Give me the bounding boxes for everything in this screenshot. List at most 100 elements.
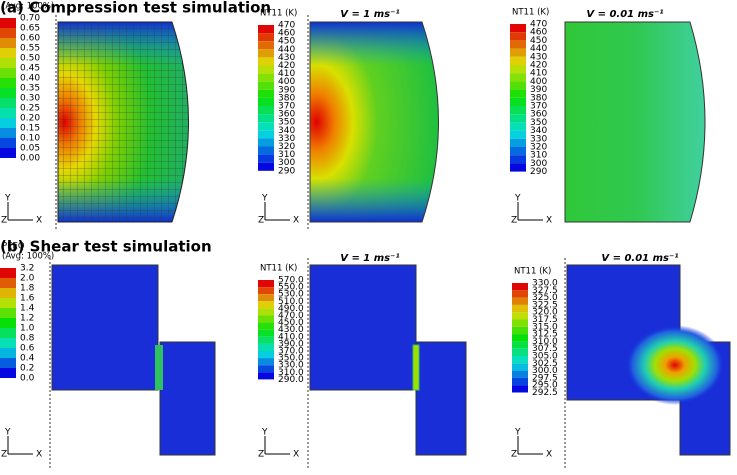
- legend-swatch: [0, 278, 16, 288]
- legend-swatch: [512, 377, 528, 386]
- legend-swatch: [0, 148, 16, 158]
- legend-swatch: [0, 328, 16, 338]
- legend-value: 530.0: [278, 290, 304, 300]
- legend-value: 350.0: [278, 354, 304, 364]
- legend-swatch: [512, 334, 528, 342]
- legend-swatch: [0, 28, 16, 38]
- legend-swatch: [0, 358, 16, 368]
- legend-value: 420: [278, 61, 295, 71]
- triad-label: X: [293, 216, 299, 226]
- legend-value: 0.25: [20, 104, 40, 114]
- legend-swatch: [258, 89, 274, 98]
- legend-value: 430: [278, 53, 295, 63]
- legend-value: 327.5: [532, 286, 558, 296]
- legend-swatch: [0, 98, 16, 108]
- legend-value: 330.0: [278, 361, 304, 371]
- triad-label: Z: [258, 216, 264, 226]
- legend-swatch: [510, 81, 526, 90]
- legend-swatch: [258, 372, 274, 380]
- legend-value: 330: [530, 134, 547, 144]
- legend-value: 390.0: [278, 339, 304, 349]
- triad-label: X: [546, 450, 552, 460]
- legend-value: 0.20: [20, 114, 40, 124]
- legend-value: 470.0: [278, 311, 304, 321]
- legend-value: 0.40: [20, 74, 40, 84]
- legend-swatch: [258, 81, 274, 90]
- triad-label: X: [36, 450, 42, 460]
- legend-value: 410: [530, 69, 547, 79]
- velocity-label: V = 1 ms⁻¹: [340, 253, 400, 264]
- legend-value: 0.4: [20, 354, 35, 364]
- legend-value: 310.0: [278, 368, 304, 378]
- triad-label: X: [293, 450, 299, 460]
- legend-swatch: [512, 326, 528, 335]
- legend-value: 410.0: [278, 332, 304, 342]
- legend-swatch: [258, 33, 274, 42]
- legend-swatch: [0, 58, 16, 68]
- velocity-label: V = 1 ms⁻¹: [340, 9, 400, 20]
- legend-value: 400: [278, 77, 295, 87]
- legend-swatch: [510, 130, 526, 139]
- legend-swatch: [258, 138, 274, 147]
- legend-swatch: [512, 297, 528, 305]
- triad-label: Z: [511, 216, 517, 226]
- legend-value: 325.0: [532, 293, 558, 303]
- legend-value: 460: [278, 29, 295, 39]
- legend-value: 330.0: [532, 279, 558, 289]
- legend-value: 2.0: [20, 274, 35, 284]
- legend-value: 310.0: [532, 337, 558, 347]
- legend-swatch: [510, 97, 526, 106]
- legend-swatch: [0, 298, 16, 308]
- legend-swatch: [0, 288, 16, 298]
- triad-label: Y: [514, 428, 521, 438]
- legend-swatch: [0, 338, 16, 348]
- legend-swatch: [512, 370, 528, 378]
- legend-swatch: [258, 280, 274, 288]
- legend-value: 3.2: [20, 264, 34, 274]
- legend-swatch: [512, 341, 528, 349]
- legend-value: 317.5: [532, 315, 558, 325]
- legend-swatch: [258, 73, 274, 82]
- legend-swatch: [510, 155, 526, 164]
- legend-value: 370: [530, 102, 547, 112]
- legend-value: 370.0: [278, 347, 304, 357]
- legend-value: 0.15: [20, 124, 40, 134]
- section-title: (b) Shear test simulation: [0, 238, 212, 256]
- legend-swatch: [510, 32, 526, 41]
- legend-title: PEEQ: [2, 242, 25, 252]
- legend-value: 430: [530, 52, 547, 62]
- legend-value: 470: [530, 20, 547, 30]
- legend-swatch: [510, 24, 526, 33]
- hot-spot: [625, 325, 725, 405]
- legend-swatch: [512, 319, 528, 327]
- triad-label: Z: [511, 450, 517, 460]
- legend-value: 400: [530, 77, 547, 87]
- legend-value: 340: [530, 126, 547, 136]
- contour-overlay: [309, 21, 439, 223]
- legend-swatch: [0, 68, 16, 78]
- legend-swatch: [0, 108, 16, 118]
- legend-value: 312.5: [532, 330, 558, 340]
- specimen-block: [51, 264, 159, 391]
- legend-value: 320: [530, 143, 547, 153]
- legend-swatch: [0, 88, 16, 98]
- legend-swatch: [258, 41, 274, 50]
- legend-swatch: [512, 385, 528, 393]
- legend-swatch: [510, 48, 526, 57]
- legend-value: 0.50: [20, 54, 40, 64]
- legend-swatch: [0, 18, 16, 28]
- panel-b-plots: [49, 258, 731, 470]
- legend-value: 300: [530, 159, 547, 169]
- legend-title: (Avg: 100%): [2, 2, 54, 12]
- legend-value: 0.60: [20, 34, 40, 44]
- legend-value: 310: [278, 150, 295, 160]
- legend-value: 290: [530, 167, 547, 177]
- legend-value: 0.35: [20, 84, 40, 94]
- velocity-label: V = 0.01 ms⁻¹: [601, 253, 678, 264]
- legend-value: 290.0: [278, 375, 304, 385]
- legend-value: 0.00: [20, 154, 40, 164]
- legend-value: 1.6: [20, 294, 35, 304]
- triad-label: Y: [261, 428, 268, 438]
- triad-label: Y: [514, 194, 521, 204]
